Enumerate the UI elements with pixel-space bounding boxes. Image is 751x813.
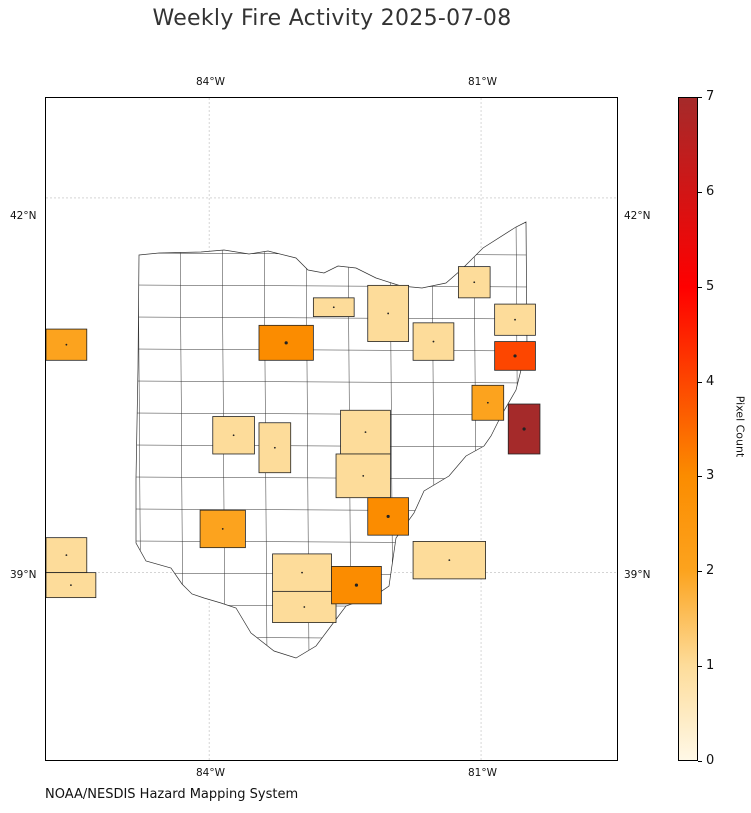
fire-point (284, 341, 288, 345)
colorbar-tickmark (698, 286, 702, 288)
county-border (136, 348, 527, 352)
map-frame[interactable] (45, 97, 618, 761)
map-title: Weekly Fire Activity 2025-07-08 (152, 6, 512, 31)
colorbar-tick-label: 3 (706, 468, 715, 484)
lon-tick-top-81: 81°W (468, 76, 497, 88)
colorbar-tickmark (698, 191, 702, 193)
fire-point (448, 559, 451, 562)
lon-tick-top-84: 84°W (196, 76, 225, 88)
colorbar (678, 97, 698, 761)
lon-tick-bottom-81: 81°W (468, 767, 497, 779)
fire-point (513, 354, 517, 358)
lon-tick-bottom-84: 84°W (196, 767, 225, 779)
colorbar-tick-label: 7 (706, 89, 715, 104)
colorbar-tickmark (698, 476, 702, 478)
fire-point (303, 606, 306, 608)
fire-counties (46, 266, 541, 624)
colorbar-tick-label: 0 (706, 753, 715, 768)
colorbar-tick-label: 2 (706, 563, 715, 579)
county-border (136, 316, 527, 320)
lat-tick-left-39: 39°N (10, 569, 37, 581)
fire-point (364, 431, 367, 434)
fire-point (432, 340, 435, 343)
colorbar-tickmark (698, 381, 702, 383)
fire-point (65, 343, 68, 346)
county-border (136, 380, 527, 384)
fire-point (387, 312, 390, 315)
fire-point (301, 571, 303, 574)
lat-tick-right-42: 42°N (624, 210, 651, 222)
colorbar-tickmark (698, 761, 702, 762)
colorbar-tickmark (698, 571, 702, 573)
fire-point (386, 514, 390, 519)
county-border (136, 444, 527, 448)
fire-point (362, 474, 365, 477)
colorbar-tickmark (698, 97, 702, 98)
fire-point (221, 528, 224, 530)
lat-tick-right-39: 39°N (624, 569, 651, 581)
colorbar-label: Pixel Count (733, 395, 747, 458)
map-svg (46, 98, 617, 760)
fire-point (70, 584, 72, 587)
fire-point (273, 446, 276, 449)
fire-point (232, 434, 235, 437)
county-border (136, 636, 527, 640)
lat-tick-left-42: 42°N (10, 210, 37, 222)
fire-point (332, 306, 335, 309)
fire-point (522, 427, 526, 431)
colorbar-tick-label: 6 (706, 183, 715, 199)
colorbar-tickmark (698, 666, 702, 668)
credit-text: NOAA/NESDIS Hazard Mapping System (45, 787, 299, 802)
fire-point (514, 318, 516, 321)
fire-point (473, 281, 476, 284)
colorbar-tick-label: 1 (706, 658, 715, 674)
fire-point (486, 401, 489, 404)
county-border (136, 412, 527, 416)
fire-point (354, 583, 359, 587)
colorbar-tick-label: 5 (706, 278, 715, 294)
fire-point (65, 554, 68, 557)
colorbar-tick-label: 4 (706, 373, 715, 389)
